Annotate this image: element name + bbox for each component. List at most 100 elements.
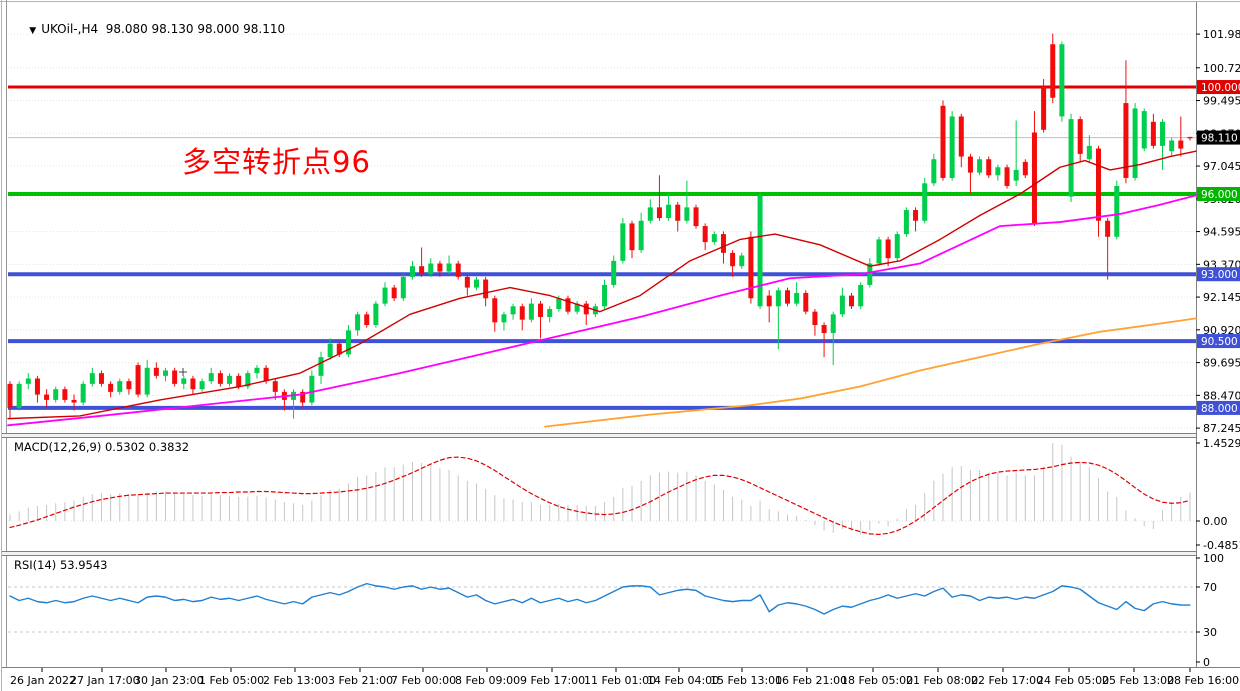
candle-body [940,105,946,178]
candle-body [208,373,214,382]
candle-body [528,303,534,320]
candle-body [53,389,59,400]
candle-body [977,159,983,173]
candle-body [583,303,589,315]
candle-body [455,263,461,277]
candle-body [1160,121,1166,146]
candle-body [922,183,928,221]
time-axis-label: 21 Feb 08:00 [906,674,978,687]
candle-body [25,378,31,384]
candle-body [355,314,361,331]
candle-body [162,370,168,376]
level-price-label: 93.000 [1201,269,1238,281]
candle-body [720,234,726,253]
candle-body [135,365,141,395]
symbol-dropdown-icon[interactable]: ▼ [29,26,37,36]
candle-body [519,306,525,320]
candle-body [556,298,562,309]
candle-body [1086,145,1092,160]
candle-body [199,381,205,390]
price-axis-label: 100.720 [1203,62,1240,75]
price-axis-label: 97.045 [1203,160,1240,173]
candle-body [71,399,77,403]
candle-body [1178,140,1184,149]
symbol-ohlc-text: UKOil-,H4 98.080 98.130 98.000 98.110 [41,22,286,36]
candle-body [574,303,580,312]
candle-body [172,370,178,384]
candle-body [565,298,571,312]
candle-body [876,239,882,264]
candle-body [656,207,662,219]
panel-separator[interactable] [2,433,1196,438]
candle-body [849,295,855,307]
candle-body [995,167,1001,176]
candle-body [967,156,973,173]
candle-body [647,207,653,221]
level-price-label: 90.500 [1201,336,1238,348]
time-axis-label: 8 Feb 09:00 [455,674,520,687]
price-axis-label: 94.595 [1203,226,1240,239]
level-price-label: 100.000 [1201,82,1240,94]
time-axis-label: 25 Feb 13:00 [1102,674,1174,687]
candle-body [217,373,223,384]
level-price-label-box [1197,334,1240,349]
current-price-label: 98.110 [1201,133,1238,145]
candle-body [730,252,736,267]
time-axis-label: 28 Feb 16:00 [1167,674,1239,687]
panel-separator[interactable] [2,551,1196,556]
candle-body [1031,132,1037,224]
time-axis-label: 24 Feb 05:00 [1037,674,1109,687]
candle-body [739,255,745,267]
candle-body [1059,44,1065,117]
time-axis-label: 3 Feb 21:00 [328,674,393,687]
candle-body [986,159,992,176]
candle-body [89,373,95,384]
time-axis-label: 26 Jan 2022 [10,674,76,687]
candle-body [766,295,772,307]
time-axis-label: 1 Feb 05:00 [199,674,264,687]
candle-body [419,266,425,275]
candle-body [400,276,406,299]
candle-body [684,207,690,221]
candle-body [903,210,909,235]
candle-body [1095,148,1101,221]
macd-axis-label: 0.00 [1203,515,1228,528]
price-axis-label: 88.470 [1203,389,1240,402]
ma-magenta-line [7,194,1197,427]
level-price-label: 96.000 [1201,189,1238,201]
candle-body [7,383,13,408]
candle-body [309,375,315,403]
time-axis-label: 15 Feb 13:00 [710,674,782,687]
chart-header: ▼ UKOil-,H4 98.080 98.130 98.000 98.110 [14,8,285,50]
candle-body [373,303,379,326]
price-axis-label: 101.980 [1203,28,1240,41]
candle-body [245,373,251,387]
candle-body [693,207,699,227]
candle-body [510,306,516,315]
time-axis-label: 30 Jan 23:00 [134,674,204,687]
rsi-indicator-label: RSI(14) 53.9543 [14,558,108,572]
time-axis-label: 18 Feb 05:00 [841,674,913,687]
time-axis-label: 27 Jan 17:00 [70,674,140,687]
candle-body [34,378,40,395]
candle-body [428,263,434,275]
candle-body [830,314,836,334]
candle-body [711,234,717,243]
candle-body [620,223,626,261]
candle-body [446,263,452,272]
candle-body [345,330,351,355]
current-price-label-box [1197,130,1240,145]
candle-body [382,287,388,304]
candle-body [757,195,763,307]
candle-body [547,308,553,318]
candle-body [98,373,104,384]
annotation-text[interactable]: 多空转折点96 [182,145,371,179]
candle-body [675,204,681,221]
price-axis-label: 89.695 [1203,357,1240,370]
rsi-axis-label: 30 [1203,626,1217,639]
candle-body [473,279,479,288]
level-price-label-box [1197,80,1240,95]
candle-body [1068,119,1074,197]
